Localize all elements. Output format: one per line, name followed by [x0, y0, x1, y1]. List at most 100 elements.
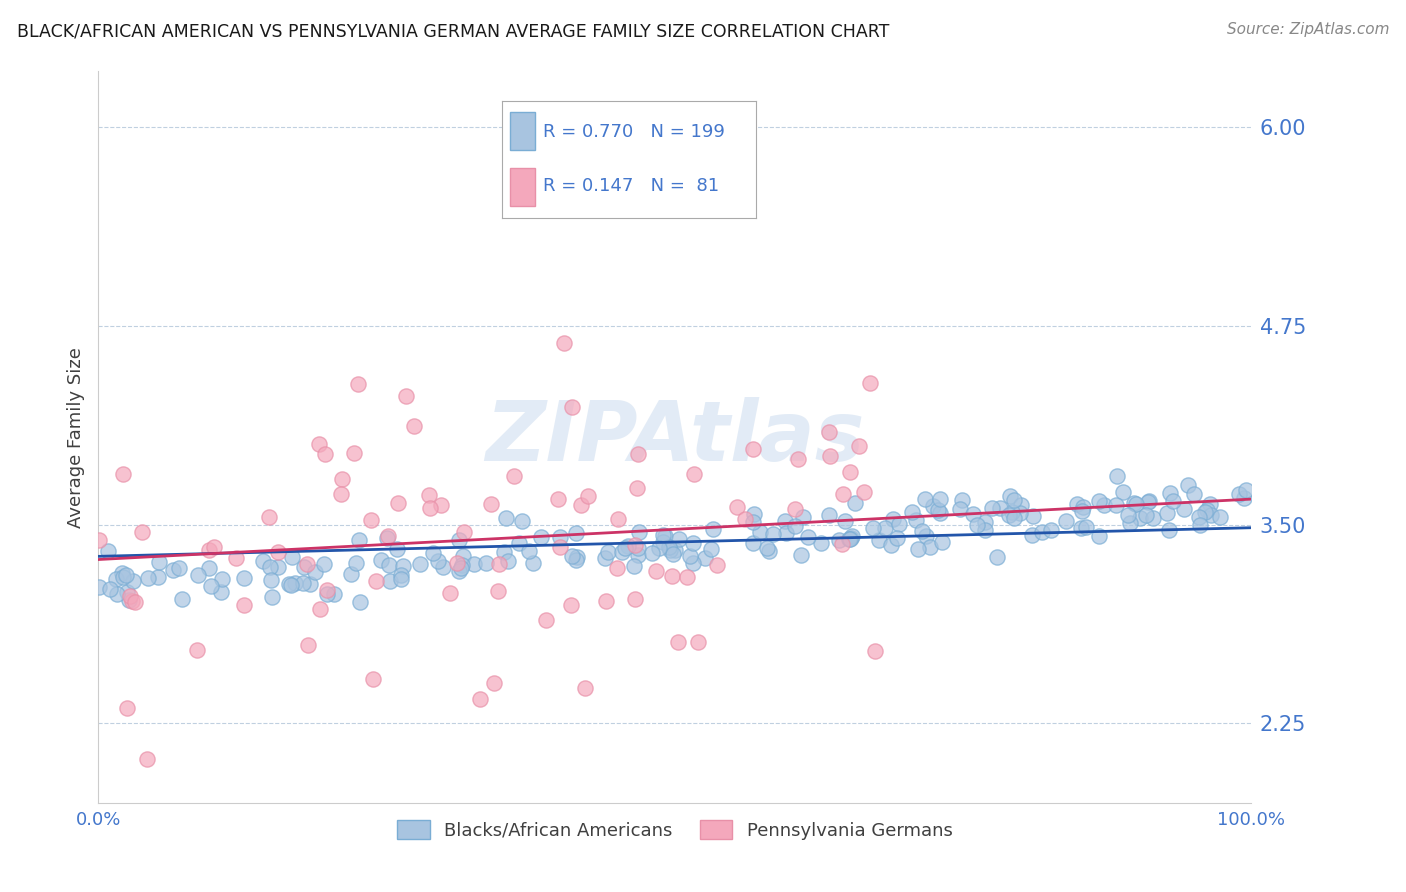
Point [148, 569, 170, 583]
Point [259, 560, 281, 574]
Point [121, 594, 143, 608]
Point [486, 583, 509, 598]
Point [550, 530, 572, 544]
Point [682, 536, 704, 550]
Point [626, 447, 648, 461]
Point [548, 540, 571, 554]
Point [124, 595, 146, 609]
Point [112, 570, 135, 584]
Point [1070, 521, 1092, 535]
Point [641, 546, 664, 560]
Point [682, 556, 704, 570]
Point [281, 550, 304, 565]
Point [387, 496, 409, 510]
Point [560, 598, 582, 612]
Point [998, 489, 1021, 503]
Point [1142, 510, 1164, 524]
Point [360, 513, 382, 527]
Point [534, 613, 557, 627]
Point [931, 535, 953, 549]
Point [488, 558, 510, 572]
Point [451, 549, 474, 563]
Point [654, 529, 676, 543]
Point [658, 542, 681, 557]
Legend: Blacks/African Americans, Pennsylvania Germans: Blacks/African Americans, Pennsylvania G… [388, 811, 962, 848]
Point [962, 507, 984, 521]
Point [131, 525, 153, 540]
Point [492, 545, 515, 559]
Point [834, 514, 856, 528]
Point [297, 557, 319, 571]
Point [988, 500, 1011, 515]
Text: Source: ZipAtlas.com: Source: ZipAtlas.com [1226, 22, 1389, 37]
Point [775, 525, 797, 540]
Point [389, 572, 412, 586]
Point [517, 544, 540, 558]
Point [484, 676, 506, 690]
Point [232, 571, 254, 585]
Point [1177, 477, 1199, 491]
Point [553, 336, 575, 351]
Point [783, 502, 806, 516]
Point [741, 515, 763, 529]
Point [115, 700, 138, 714]
Point [370, 552, 392, 566]
Point [267, 560, 290, 574]
Point [853, 485, 876, 500]
Point [136, 751, 159, 765]
Point [742, 442, 765, 456]
Point [1004, 492, 1026, 507]
Point [887, 516, 910, 531]
Point [97, 544, 120, 558]
Point [626, 481, 648, 495]
Point [292, 560, 315, 574]
Point [886, 531, 908, 545]
Point [104, 572, 127, 586]
Point [1233, 491, 1256, 505]
Point [98, 582, 121, 596]
Point [330, 487, 353, 501]
Point [627, 541, 650, 555]
Point [838, 465, 860, 479]
Point [446, 556, 468, 570]
Point [668, 532, 690, 546]
Point [252, 554, 274, 568]
Point [950, 493, 973, 508]
Point [1188, 509, 1211, 524]
Point [1234, 483, 1257, 497]
Point [973, 523, 995, 537]
Point [510, 514, 533, 528]
Point [762, 527, 785, 541]
Point [651, 535, 673, 549]
Point [260, 590, 283, 604]
Point [679, 549, 702, 564]
Point [607, 512, 630, 526]
Point [666, 634, 689, 648]
Point [1189, 518, 1212, 533]
Text: BLACK/AFRICAN AMERICAN VS PENNSYLVANIA GERMAN AVERAGE FAMILY SIZE CORRELATION CH: BLACK/AFRICAN AMERICAN VS PENNSYLVANIA G… [17, 22, 889, 40]
Point [966, 518, 988, 533]
Point [706, 558, 728, 572]
Point [623, 591, 645, 606]
Point [647, 541, 669, 555]
Point [547, 491, 569, 506]
Point [107, 586, 129, 600]
Point [1125, 497, 1147, 511]
Point [503, 468, 526, 483]
Point [280, 578, 302, 592]
Point [742, 508, 765, 522]
Point [162, 563, 184, 577]
Point [758, 544, 780, 558]
Point [725, 500, 748, 515]
Point [624, 539, 647, 553]
Point [565, 553, 588, 567]
Point [308, 437, 330, 451]
Point [1010, 498, 1032, 512]
Point [918, 540, 941, 554]
Point [859, 376, 882, 390]
Point [862, 520, 884, 534]
Point [882, 512, 904, 526]
Point [378, 574, 401, 588]
Point [645, 565, 668, 579]
Point [610, 545, 633, 559]
